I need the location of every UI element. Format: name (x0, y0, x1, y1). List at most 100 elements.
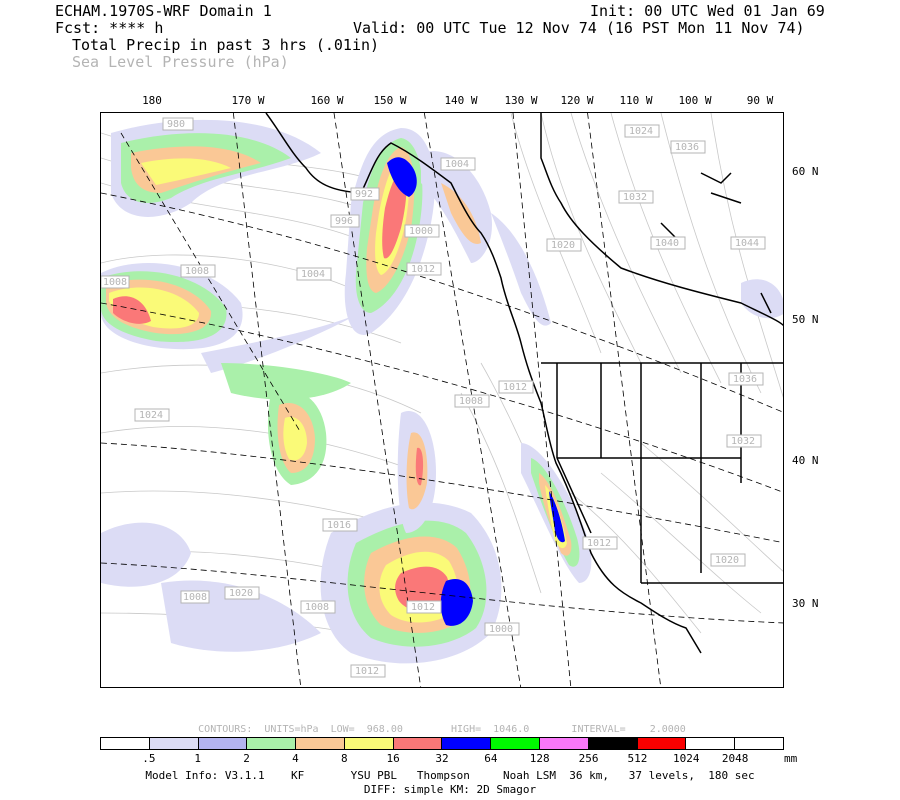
colorbar-swatch (735, 738, 783, 749)
forecast-hour: Fcst: **** h (55, 19, 164, 37)
slp-label: 1012 (411, 264, 435, 275)
colorbar-units: mm (784, 752, 798, 765)
slp-label-box: 1012 (582, 536, 618, 550)
slp-label-box: 1004 (296, 267, 332, 281)
slp-label: 1012 (411, 602, 435, 613)
lon-label: 90 W (746, 94, 774, 107)
init-time: Init: 00 UTC Wed 01 Jan 69 (590, 2, 825, 20)
model-title: ECHAM.1970S-WRF Domain 1 (55, 2, 272, 20)
colorbar-swatch (540, 738, 589, 749)
colorbar-label: 4 (292, 752, 299, 765)
slp-label-box: 1032 (618, 190, 654, 204)
slp-label-box: 1044 (730, 236, 766, 250)
model-info: Model Info: V3.1.1 KF YSU PBL Thompson N… (145, 769, 755, 782)
slp-label: 1008 (183, 592, 207, 603)
slp-label-box: 1024 (134, 408, 170, 422)
colorbar-label: 128 (529, 752, 550, 765)
slp-label: 1012 (355, 666, 379, 677)
slp-label-box: 1012 (406, 262, 442, 276)
slp-label: 1008 (305, 602, 329, 613)
lon-label: 160 W (310, 94, 344, 107)
colorbar-label: 8 (340, 752, 348, 765)
slp-label-box: 1008 (101, 275, 130, 289)
colorbar-swatch (149, 738, 199, 749)
valid-time: Valid: 00 UTC Tue 12 Nov 74 (16 PST Mon … (353, 19, 805, 37)
colorbar-swatch (637, 738, 687, 749)
slp-label-box: 1024 (624, 124, 660, 138)
slp-label: 996 (335, 216, 353, 227)
diff-info: DIFF: simple KM: 2D Smagor (363, 783, 537, 796)
colorbar-label: 2048 (721, 752, 749, 765)
slp-label: 1012 (587, 538, 611, 549)
lat-lon-grid (101, 113, 783, 687)
slp-label: 1040 (655, 238, 679, 249)
map-panel: 980 1024 1036 1004 1032 992 996 1000 102… (100, 112, 784, 688)
colorbar-swatch (393, 738, 443, 749)
colorbar-swatch (588, 738, 638, 749)
colorbar-label: 1 (194, 752, 201, 765)
contour-info: CONTOURS: UNITS=hPa LOW= 968.00 HIGH= 10… (198, 724, 686, 735)
slp-label: 1044 (735, 238, 759, 249)
slp-label: 980 (167, 119, 185, 130)
slp-label-box: 1000 (404, 224, 440, 238)
slp-label: 1020 (715, 555, 739, 566)
lon-label: 140 W (444, 94, 478, 107)
lat-label: 30 N (792, 597, 819, 610)
colorbar-labels: .5 1 2 4 8 16 32 64 128 256 512 1024 204… (100, 752, 784, 766)
slp-label: 1020 (229, 588, 253, 599)
slp-label: 1004 (301, 269, 325, 280)
lat-label: 50 N (792, 313, 819, 326)
slp-label-box: 1004 (440, 157, 476, 171)
lon-label: 120 W (560, 94, 594, 107)
lon-label: 100 W (678, 94, 712, 107)
lon-label: 110 W (619, 94, 653, 107)
lon-label: 150 W (373, 94, 407, 107)
colorbar-label: 32 (435, 752, 449, 765)
slp-label-box: 992 (350, 187, 380, 201)
slp-label-box: 1012 (406, 600, 442, 614)
slp-label: 1000 (489, 624, 513, 635)
slp-label: 1036 (733, 374, 757, 385)
slp-label: 1024 (139, 410, 163, 421)
slp-label: 1004 (445, 159, 469, 170)
colorbar-label: 2 (243, 752, 250, 765)
field-title-precip: Total Precip in past 3 hrs (.01in) (72, 36, 380, 54)
lat-label: 60 N (792, 165, 819, 178)
colorbar-swatch (344, 738, 394, 749)
slp-label: 1008 (185, 266, 209, 277)
colorbar-label: 16 (386, 752, 400, 765)
colorbar-label: .5 (142, 752, 156, 765)
slp-label-box: 1040 (650, 236, 686, 250)
precip-map: 980 1024 1036 1004 1032 992 996 1000 102… (101, 113, 783, 687)
slp-label: 1008 (459, 396, 483, 407)
slp-label: 1012 (503, 382, 527, 393)
precip-fields (101, 119, 783, 664)
lon-label: 130 W (504, 94, 538, 107)
colorbar-label: 64 (484, 752, 498, 765)
slp-label: 1000 (409, 226, 433, 237)
colorbar-swatch (198, 738, 248, 749)
slp-label-box: 1036 (728, 372, 764, 386)
slp-label: 1016 (327, 520, 351, 531)
colorbar-label: 256 (578, 752, 599, 765)
pressure-labels: 980 1024 1036 1004 1032 992 996 1000 102… (101, 117, 766, 678)
slp-label-box: 1000 (484, 622, 520, 636)
colorbar-label: 1024 (673, 752, 700, 765)
colorbar-swatch (247, 738, 297, 749)
slp-label: 1020 (551, 240, 575, 251)
colorbar-label: 512 (627, 752, 648, 765)
slp-label-box: 1008 (180, 264, 216, 278)
lon-label: 170 W (231, 94, 265, 107)
lon-label: 180 (142, 94, 162, 107)
slp-label-box: 1020 (710, 553, 746, 567)
slp-label-box: 1008 (300, 600, 336, 614)
slp-label-box: 1020 (224, 586, 260, 600)
slp-label: 1036 (675, 142, 699, 153)
slp-label-box: 1016 (322, 518, 358, 532)
slp-label-box: 1012 (350, 664, 386, 678)
slp-label-box: 1020 (546, 238, 582, 252)
colorbar-swatch (442, 738, 492, 749)
colorbar-swatch (101, 738, 150, 749)
slp-label: 1032 (731, 436, 755, 447)
slp-label-box: 1012 (498, 380, 534, 394)
